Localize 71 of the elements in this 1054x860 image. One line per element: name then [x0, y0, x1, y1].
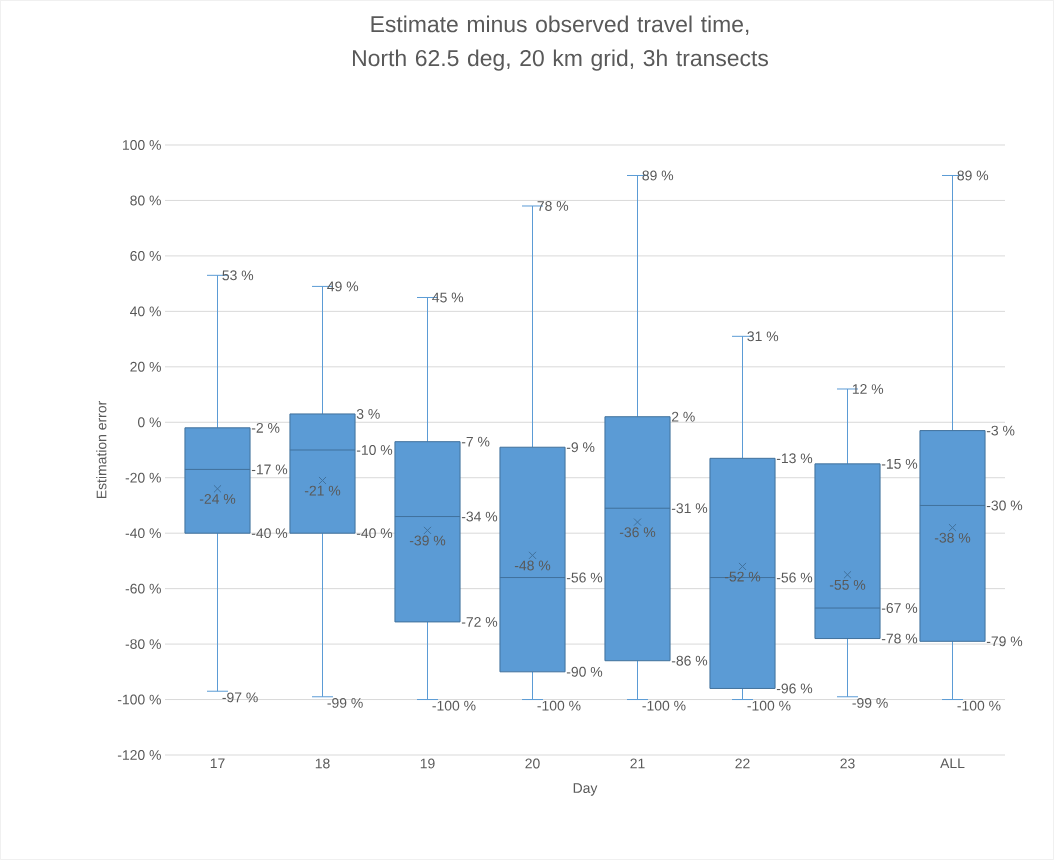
- x-tick-label: 21: [630, 758, 645, 769]
- x-tick-label: 23: [840, 758, 855, 769]
- text: 12 %: [852, 384, 884, 394]
- text: -96 %: [776, 683, 813, 694]
- text: -15 %: [881, 458, 918, 469]
- text: -56 %: [776, 572, 813, 583]
- y-axis-title: Estimation error: [96, 401, 107, 499]
- text: 45 %: [432, 292, 464, 303]
- x-tick-label: ALL: [940, 758, 965, 769]
- text: -31 %: [671, 503, 708, 514]
- chart-title: Estimate minus observed travel time, North 62.5 deg, 20 km grid, 3h transects: [353, 15, 768, 71]
- y-tick-label: -80 %: [125, 639, 161, 650]
- text: -52 %: [724, 571, 761, 582]
- text: -72 %: [461, 616, 498, 627]
- text: -9 %: [566, 442, 595, 453]
- text: -55 %: [829, 579, 866, 590]
- text: 89 %: [957, 170, 989, 181]
- y-tick-label: -20 %: [125, 472, 161, 483]
- text: -21 %: [304, 485, 341, 496]
- text: -100 %: [957, 700, 1001, 711]
- x-tick-label: 19: [420, 758, 435, 769]
- x-tick-label: 22: [735, 758, 750, 769]
- text: 31 %: [747, 331, 779, 342]
- x-tick-label: 17: [210, 758, 225, 769]
- text: 53 %: [222, 270, 254, 281]
- text: -100 %: [432, 700, 476, 711]
- text: -34 %: [461, 511, 498, 522]
- y-tick-label: -120 %: [117, 750, 161, 760]
- text: -100 %: [537, 700, 581, 711]
- text: -10 %: [356, 445, 393, 455]
- y-tick-label: 40 %: [130, 306, 161, 317]
- text: -3 %: [986, 425, 1015, 436]
- text: 2 %: [671, 411, 695, 422]
- text: -67 %: [881, 603, 918, 613]
- text: -78 %: [881, 633, 918, 644]
- text: -39 %: [409, 535, 446, 546]
- text: -2 %: [251, 422, 280, 433]
- text: -24 %: [199, 494, 236, 504]
- text: -99 %: [852, 697, 888, 708]
- text: 89 %: [642, 170, 674, 181]
- y-tick-label: 20 %: [130, 361, 161, 372]
- y-tick-label: 80 %: [130, 195, 161, 206]
- text: 78 %: [537, 201, 569, 211]
- x-tick-label: 20: [525, 758, 540, 769]
- text: -99 %: [327, 697, 363, 708]
- text: -100 %: [747, 700, 791, 711]
- text: -86 %: [671, 655, 708, 666]
- text: -48 %: [514, 560, 551, 571]
- text: -36 %: [619, 527, 656, 538]
- x-axis-title: Day: [573, 783, 598, 796]
- text: -13 %: [776, 453, 813, 464]
- text: 3 %: [356, 409, 380, 419]
- text: -30 %: [986, 500, 1023, 511]
- text: -100 %: [642, 700, 686, 711]
- y-tick-label: -40 %: [125, 528, 161, 539]
- x-tick-label: 18: [315, 758, 330, 769]
- text: -79 %: [986, 636, 1023, 647]
- text: 49 %: [327, 281, 359, 292]
- text: -7 %: [461, 436, 490, 447]
- text: -97 %: [222, 692, 258, 703]
- y-tick-label: -60 %: [125, 583, 161, 594]
- text: -56 %: [566, 572, 603, 583]
- y-tick-label: 100 %: [123, 140, 161, 150]
- y-tick-label: 0 %: [137, 417, 161, 428]
- y-tick-label: -100 %: [117, 694, 161, 705]
- y-tick-label: 60 %: [130, 250, 161, 261]
- text: -40 %: [356, 528, 393, 539]
- text: -17 %: [251, 464, 288, 475]
- text: -40 %: [251, 528, 288, 539]
- text: -38 %: [934, 532, 971, 543]
- text: -90 %: [566, 666, 603, 677]
